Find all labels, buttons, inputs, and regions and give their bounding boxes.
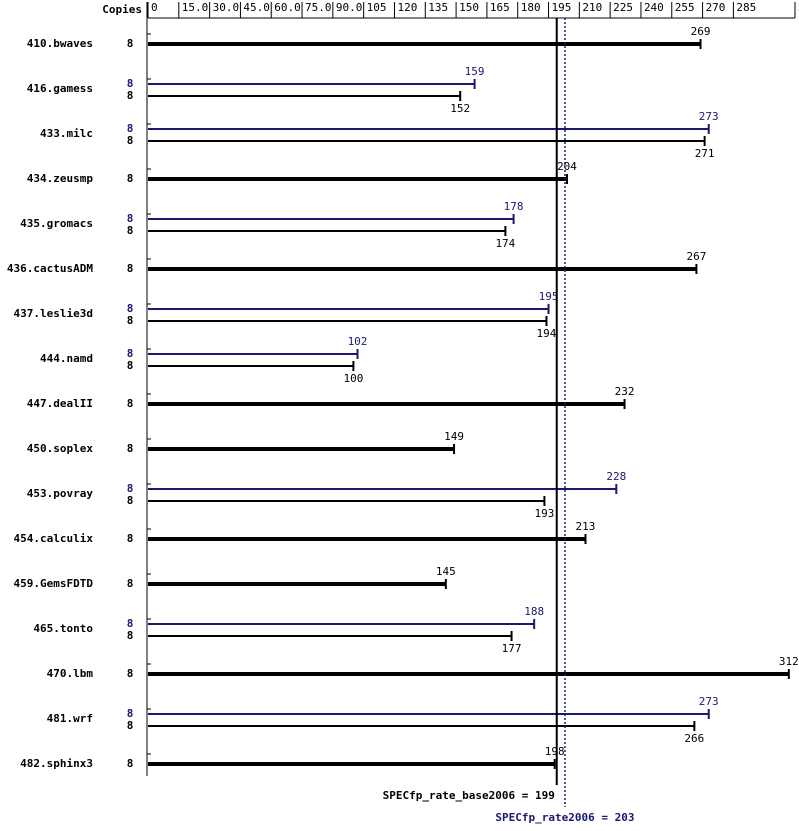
x-tick-label: 105: [367, 1, 387, 14]
copies: 8: [127, 667, 134, 680]
value-label: 267: [686, 250, 706, 263]
x-tick-label: 195: [552, 1, 572, 14]
x-tick-label: 75.0: [305, 1, 332, 14]
benchmark-name: 482.sphinx3: [20, 757, 93, 770]
value-label: 312: [779, 655, 799, 668]
value-label: 194: [537, 327, 557, 340]
value-label: 100: [343, 372, 363, 385]
value-label: 177: [502, 642, 522, 655]
value-label: 102: [348, 335, 368, 348]
copies: 8: [127, 224, 134, 237]
benchmark-name: 453.povray: [27, 487, 94, 500]
value-label: 188: [524, 605, 544, 618]
benchmark-name: 454.calculix: [14, 532, 94, 545]
value-label: 266: [684, 732, 704, 745]
copies: 8: [127, 397, 134, 410]
x-tick-label: 0: [151, 1, 158, 14]
copies: 8: [127, 442, 134, 455]
value-label: 273: [699, 110, 719, 123]
copies: 8: [127, 262, 134, 275]
x-tick-label: 45.0: [243, 1, 270, 14]
benchmark-name: 410.bwaves: [27, 37, 93, 50]
value-label: 152: [450, 102, 470, 115]
x-tick-label: 285: [736, 1, 756, 14]
copies: 8: [127, 629, 134, 642]
value-label: 213: [576, 520, 596, 533]
value-label: 145: [436, 565, 456, 578]
x-tick-label: 225: [613, 1, 633, 14]
x-tick-label: 30.0: [213, 1, 240, 14]
x-tick-label: 60.0: [274, 1, 301, 14]
copies: 8: [127, 302, 134, 315]
copies: 8: [127, 359, 134, 372]
value-label: 149: [444, 430, 464, 443]
value-label: 232: [615, 385, 635, 398]
value-label: 159: [465, 65, 485, 78]
copies: 8: [127, 719, 134, 732]
copies: 8: [127, 314, 134, 327]
benchmark-name: 435.gromacs: [20, 217, 93, 230]
copies: 8: [127, 172, 134, 185]
benchmark-name: 450.soplex: [27, 442, 94, 455]
value-label: 174: [495, 237, 515, 250]
benchmark-name: 434.zeusmp: [27, 172, 94, 185]
copies-header: Copies: [102, 3, 142, 16]
x-tick-label: 240: [644, 1, 664, 14]
copies: 8: [127, 89, 134, 102]
copies: 8: [127, 212, 134, 225]
copies: 8: [127, 77, 134, 90]
benchmark-name: 433.milc: [40, 127, 93, 140]
value-label: 204: [557, 160, 577, 173]
x-tick-label: 255: [675, 1, 695, 14]
copies: 8: [127, 122, 134, 135]
benchmark-name: 416.gamess: [27, 82, 93, 95]
copies: 8: [127, 757, 134, 770]
copies: 8: [127, 532, 134, 545]
copies: 8: [127, 482, 134, 495]
copies: 8: [127, 617, 134, 630]
benchmark-name: 447.dealII: [27, 397, 93, 410]
x-tick-label: 210: [582, 1, 602, 14]
value-label: 193: [534, 507, 554, 520]
benchmark-name: 465.tonto: [33, 622, 93, 635]
value-label: 178: [504, 200, 524, 213]
benchmark-name: 459.GemsFDTD: [14, 577, 94, 590]
value-label: 271: [695, 147, 715, 160]
value-label: 195: [539, 290, 559, 303]
copies: 8: [127, 134, 134, 147]
copies: 8: [127, 707, 134, 720]
x-tick-label: 135: [428, 1, 448, 14]
benchmark-name: 437.leslie3d: [14, 307, 93, 320]
x-tick-label: 120: [397, 1, 417, 14]
copies: 8: [127, 347, 134, 360]
value-label: 198: [545, 745, 565, 758]
x-tick-label: 90.0: [336, 1, 363, 14]
value-label: 273: [699, 695, 719, 708]
reference-label: SPECfp_rate2006 = 203: [495, 811, 634, 824]
benchmark-name: 444.namd: [40, 352, 93, 365]
benchmark-name: 436.cactusADM: [7, 262, 93, 275]
value-label: 228: [606, 470, 626, 483]
x-tick-label: 180: [521, 1, 541, 14]
x-tick-label: 165: [490, 1, 510, 14]
value-label: 269: [691, 25, 711, 38]
reference-label: SPECfp_rate_base2006 = 199: [383, 789, 555, 802]
x-tick-label: 15.0: [182, 1, 209, 14]
x-tick-label: 270: [706, 1, 726, 14]
copies: 8: [127, 577, 134, 590]
x-tick-label: 150: [459, 1, 479, 14]
benchmark-name: 470.lbm: [47, 667, 94, 680]
copies: 8: [127, 37, 134, 50]
benchmark-name: 481.wrf: [47, 712, 93, 725]
copies: 8: [127, 494, 134, 507]
